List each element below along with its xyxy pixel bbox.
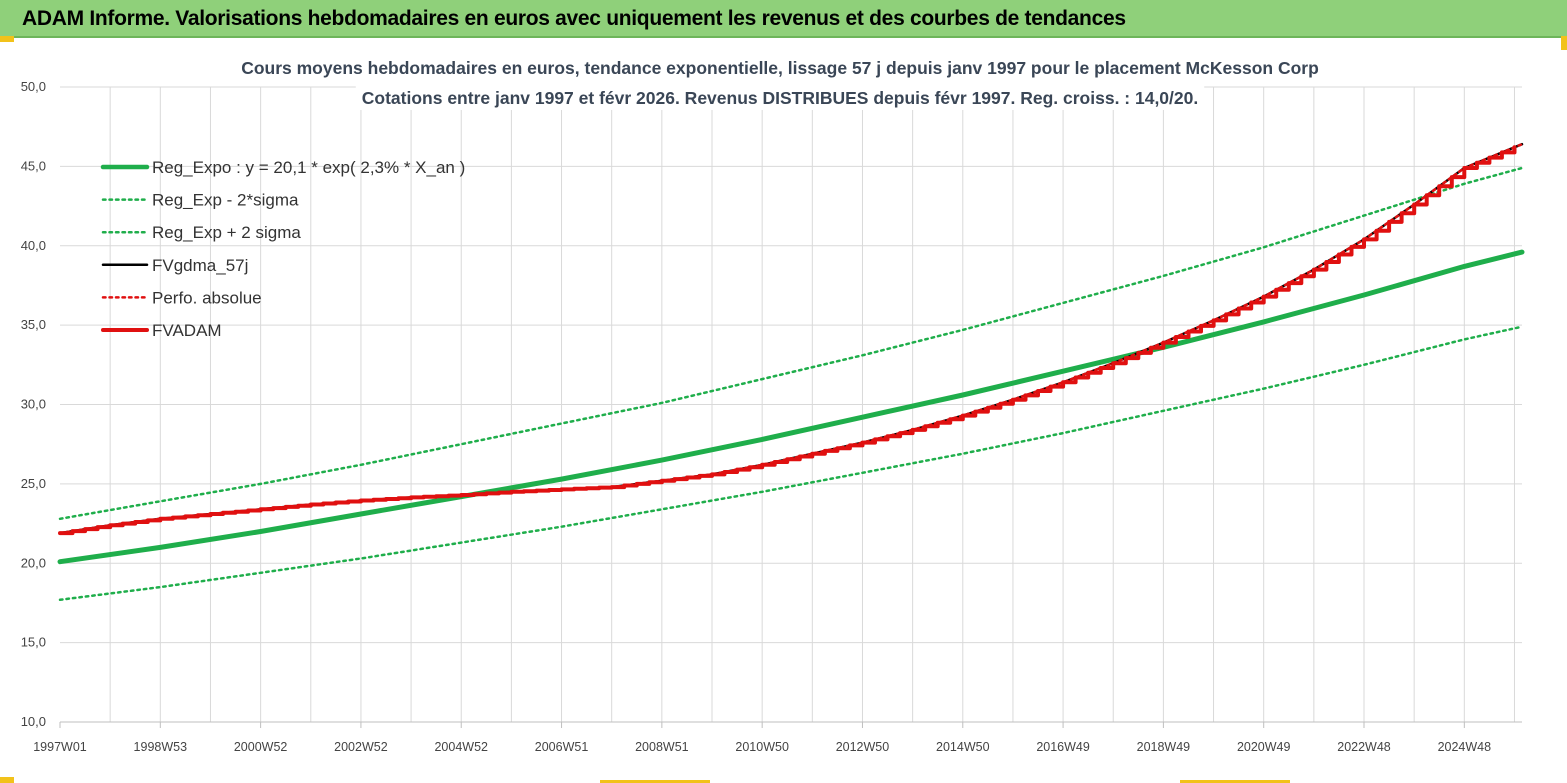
legend-label: Reg_Expo : y = 20,1 * exp( 2,3% * X_an ): [152, 158, 465, 177]
x-tick-label: 2010W50: [735, 740, 789, 754]
x-tick-label: 1998W53: [134, 740, 188, 754]
gridlines: [60, 86, 1522, 723]
y-tick-label: 45,0: [21, 158, 46, 173]
chart-title-backing: [355, 86, 1205, 110]
legend-label: Reg_Exp - 2*sigma: [152, 191, 299, 210]
x-tick-label: 2018W49: [1137, 740, 1191, 754]
chart-title-backing: [235, 56, 1325, 80]
legend-label: Reg_Exp + 2 sigma: [152, 223, 301, 242]
x-tick-label: 2022W48: [1337, 740, 1391, 754]
reg-exp-minus-2sigma-line: [58, 325, 1524, 602]
x-tick-label: 2008W51: [635, 740, 689, 754]
legend-fvgdma: FVgdma_57j: [101, 256, 248, 275]
x-tick-label: 2004W52: [434, 740, 488, 754]
x-tick-label: 2014W50: [936, 740, 990, 754]
reg-exp-plus-2sigma-line: [58, 166, 1524, 521]
y-tick-label: 20,0: [21, 555, 46, 570]
legend-label: Perfo. absolue: [152, 288, 262, 307]
legend-reg-exp-minus: Reg_Exp - 2*sigma: [101, 191, 299, 210]
y-tick-label: 10,0: [21, 714, 46, 729]
corner-accent-right: [1561, 36, 1567, 50]
chart-title-line: Cours moyens hebdomadaires en euros, ten…: [241, 58, 1319, 78]
x-tick-label: 2000W52: [234, 740, 288, 754]
chart-title: Cours moyens hebdomadaires en euros, ten…: [235, 56, 1325, 110]
legend-label: FVADAM: [152, 321, 222, 340]
legend-perfo-absolue: Perfo. absolue: [101, 288, 262, 307]
reg-expo-line: [57, 249, 1525, 565]
legend-reg-expo: Reg_Expo : y = 20,1 * exp( 2,3% * X_an ): [100, 158, 465, 177]
y-tick-label: 35,0: [21, 317, 46, 332]
x-tick-label: 2024W48: [1438, 740, 1492, 754]
y-tick-label: 50,0: [21, 79, 46, 94]
legend: Reg_Expo : y = 20,1 * exp( 2,3% * X_an )…: [100, 158, 465, 340]
banner-title: ADAM Informe. Valorisations hebdomadaire…: [22, 7, 1126, 30]
x-tick-label: 2020W49: [1237, 740, 1291, 754]
perfo-absolue-line: [58, 142, 1524, 535]
y-tick-label: 40,0: [21, 238, 46, 253]
y-tick-label: 25,0: [21, 476, 46, 491]
legend-fvadam: FVADAM: [101, 321, 222, 340]
x-tick-label: 1997W01: [33, 740, 87, 754]
x-tick-label: 2006W51: [535, 740, 589, 754]
series-lines: [57, 142, 1525, 602]
legend-label: FVgdma_57j: [152, 256, 248, 275]
corner-accent-left: [0, 36, 14, 42]
y-tick-label: 15,0: [21, 635, 46, 650]
axes: 10,0 15,0 20,0 25,0 30,0 35,0 40,0 45,0 50,0 1997…: [21, 79, 1522, 754]
x-tick-label: 2016W49: [1036, 740, 1090, 754]
bottom-accent-marks: [0, 777, 1290, 783]
x-tick-label: 2012W50: [836, 740, 890, 754]
report-banner: ADAM Informe. Valorisations hebdomadaire…: [0, 0, 1567, 38]
chart-title-line: Cotations entre janv 1997 et févr 2026. …: [362, 88, 1198, 108]
x-tick-label: 2002W52: [334, 740, 388, 754]
legend-reg-exp-plus: Reg_Exp + 2 sigma: [101, 223, 301, 242]
line-chart: 10,0 15,0 20,0 25,0 30,0 35,0 40,0 45,0 50,0 1997…: [21, 56, 1525, 754]
y-tick-label: 30,0: [21, 397, 46, 412]
